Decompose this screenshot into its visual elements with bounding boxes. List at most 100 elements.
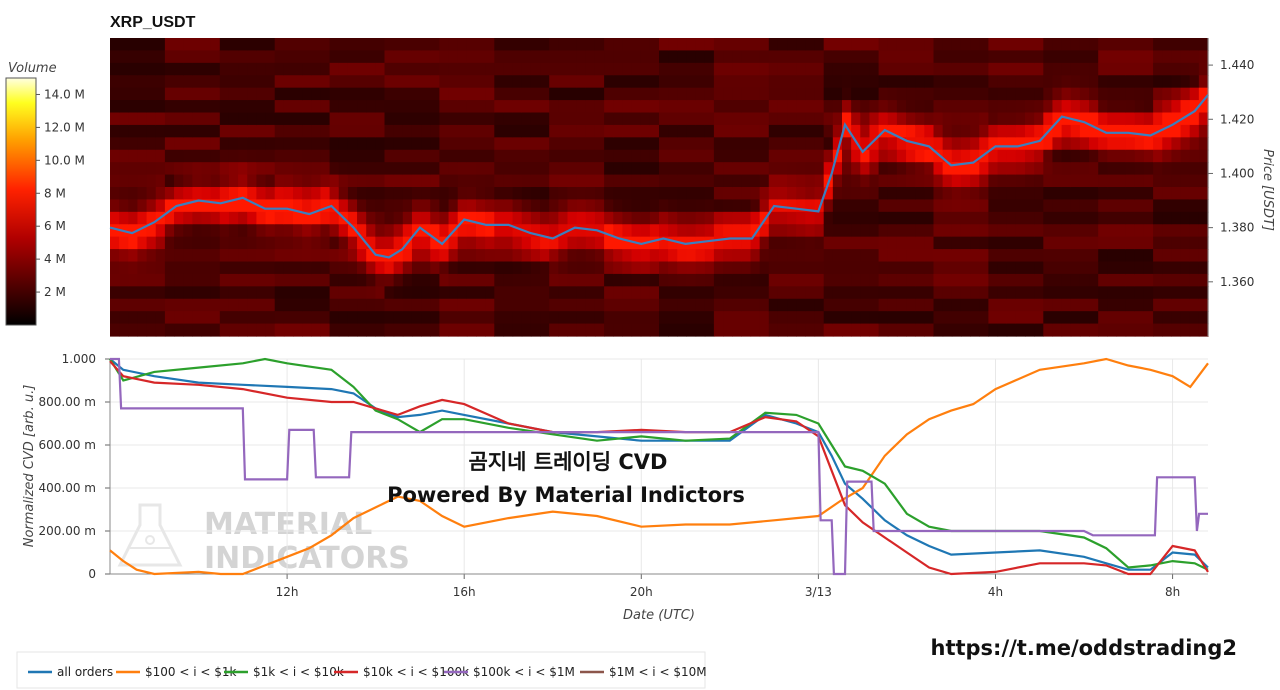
heatmap-cell <box>576 187 587 201</box>
heatmap-cell <box>210 273 221 287</box>
heatmap-cell <box>448 249 459 263</box>
heatmap-cell <box>1015 273 1026 287</box>
heatmap-cell <box>622 311 633 325</box>
heatmap-cell <box>247 199 257 213</box>
heatmap-cell <box>128 100 139 114</box>
heatmap-cell <box>1134 236 1145 250</box>
heatmap-cell <box>594 311 605 325</box>
heatmap-cell <box>1116 124 1127 138</box>
heatmap-cell <box>1162 199 1172 213</box>
legend: all orders $100 < i < $1k $1k < i < $10k $1… <box>28 665 707 679</box>
heatmap-cell <box>777 100 788 114</box>
heatmap-cell <box>896 286 907 300</box>
heatmap-cell <box>311 286 322 300</box>
heatmap-cell <box>1089 298 1099 312</box>
heatmap-cell <box>951 286 962 300</box>
heatmap-cell <box>1061 273 1072 287</box>
heatmap-cell <box>247 323 257 337</box>
heatmap-cell <box>174 100 184 114</box>
cvd-x-tick-label: 8h <box>1165 585 1180 599</box>
telegram-link[interactable]: https://t.me/oddstrading2 <box>931 636 1238 660</box>
heatmap-cell <box>668 261 678 275</box>
heatmap-cell <box>457 211 468 225</box>
heatmap-cell <box>640 149 651 163</box>
heatmap-cell <box>594 249 605 263</box>
heatmap-cell <box>576 261 587 275</box>
heatmap-cell <box>677 162 688 176</box>
heatmap-cell <box>878 149 889 163</box>
heatmap-cell <box>659 112 669 126</box>
heatmap-cell <box>814 149 825 163</box>
heatmap-cell <box>119 187 129 201</box>
heatmap-cell <box>146 75 157 89</box>
heatmap-cell <box>796 75 806 89</box>
heatmap-cell <box>411 261 422 275</box>
heatmap-cell <box>366 62 376 76</box>
heatmap-cell <box>137 249 148 263</box>
heatmap-cell <box>1171 311 1182 325</box>
heatmap-cell <box>933 311 944 325</box>
heatmap-cell <box>686 50 697 64</box>
heatmap-cell <box>357 249 367 263</box>
heatmap-cell <box>494 273 505 287</box>
heatmap-cell <box>1061 75 1072 89</box>
heatmap-cell <box>421 112 431 126</box>
heatmap-cell <box>174 162 184 176</box>
heatmap-cell <box>933 162 944 176</box>
heatmap-cell <box>110 112 120 126</box>
heatmap-cell <box>1043 112 1054 126</box>
heatmap-cell <box>256 112 267 126</box>
heatmap-cell <box>384 187 395 201</box>
heatmap-cell <box>1107 187 1118 201</box>
heatmap-cell <box>357 38 367 52</box>
heatmap-cell <box>503 224 514 238</box>
heatmap-cell <box>576 273 587 287</box>
heatmap-cell <box>869 187 880 201</box>
heatmap-cell <box>796 149 806 163</box>
heatmap-cell <box>649 62 660 76</box>
heatmap-cell <box>155 50 166 64</box>
heatmap-cell <box>759 112 770 126</box>
heatmap-cell <box>1107 286 1118 300</box>
heatmap-cell <box>942 199 953 213</box>
heatmap-cell <box>768 236 779 250</box>
heatmap-cell <box>119 162 129 176</box>
price-line <box>109 94 1209 259</box>
heatmap-cell <box>402 298 413 312</box>
heatmap-cell <box>110 199 120 213</box>
heatmap-cell <box>814 100 825 114</box>
heatmap-cell <box>521 75 532 89</box>
heatmap-cell <box>988 187 999 201</box>
heatmap-cell <box>558 224 569 238</box>
heatmap-cell <box>293 273 303 287</box>
heatmap-cell <box>1070 137 1081 151</box>
heatmap-cell <box>970 249 980 263</box>
heatmap-cell <box>933 323 944 337</box>
heatmap-cell <box>988 162 999 176</box>
heatmap-cell <box>393 149 404 163</box>
heatmap-cell <box>942 112 953 126</box>
heatmap-cell <box>119 124 129 138</box>
heatmap-cell <box>411 112 422 126</box>
heatmap-cell <box>585 273 596 287</box>
heatmap-cell <box>896 311 907 325</box>
heatmap-cell <box>1153 75 1163 89</box>
heatmap-cell <box>1198 112 1209 126</box>
heatmap-cell <box>1198 149 1209 163</box>
cvd-y-tick-label: 600.00 m <box>39 438 97 452</box>
overlay-subtitle: Powered By Material Indictors <box>387 483 745 507</box>
heatmap-cell <box>347 224 358 238</box>
heatmap-cell <box>402 323 413 337</box>
heatmap-cell <box>979 323 989 337</box>
heatmap-cell <box>1143 87 1154 101</box>
heatmap-cell <box>466 298 477 312</box>
heatmap-cell <box>146 323 157 337</box>
heatmap-cell <box>357 75 367 89</box>
heatmap-cell <box>549 249 559 263</box>
heatmap-cell <box>320 137 331 151</box>
heatmap-cell <box>448 187 459 201</box>
heatmap-cell <box>494 112 505 126</box>
heatmap-cell <box>192 62 203 76</box>
heatmap-cell <box>1189 273 1200 287</box>
